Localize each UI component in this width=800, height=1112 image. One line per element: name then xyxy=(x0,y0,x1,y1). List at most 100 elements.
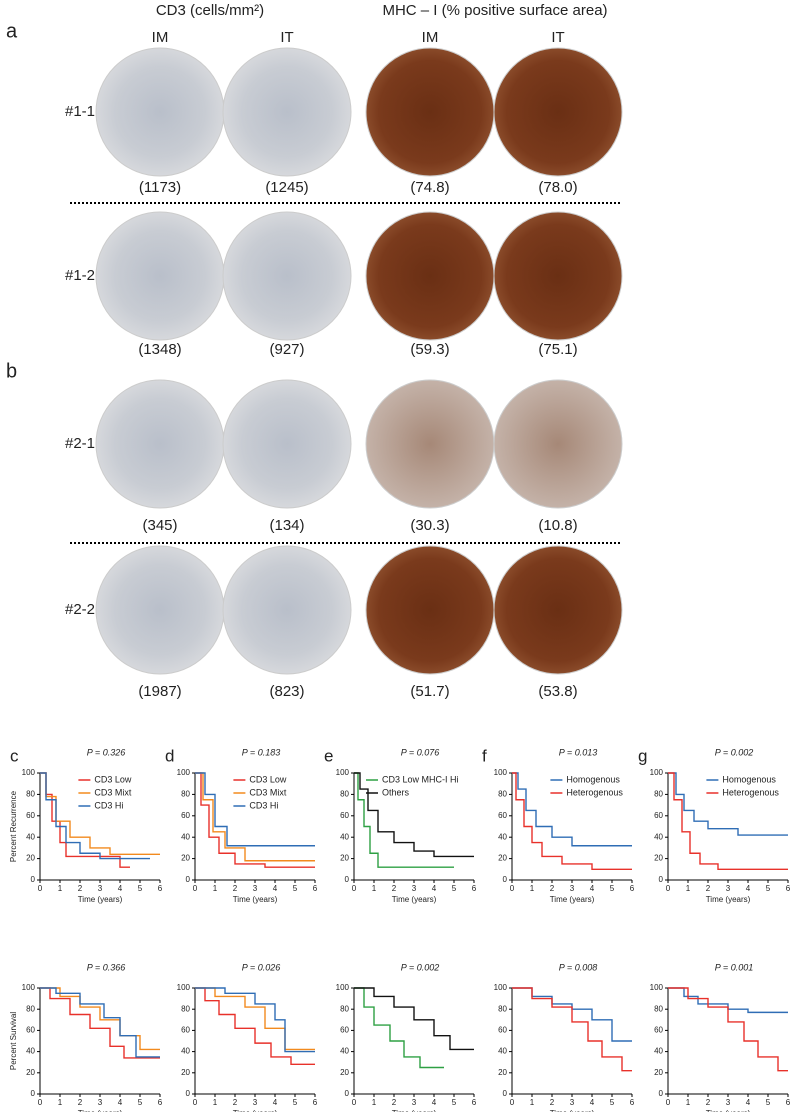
x-tick-label: 5 xyxy=(138,1098,143,1107)
x-tick-label: 6 xyxy=(313,1098,318,1107)
x-tick-label: 1 xyxy=(686,1098,691,1107)
core-value: (78.0) xyxy=(538,179,577,196)
km-curve xyxy=(40,987,160,1051)
y-axis-label: Percent Recurrence xyxy=(9,790,18,862)
y-tick-label: 20 xyxy=(340,854,349,863)
x-tick-label: 4 xyxy=(432,1098,437,1107)
legend-label: CD3 Low xyxy=(249,774,287,784)
tissue-core xyxy=(365,545,495,675)
chart-title: P = 0.008 xyxy=(559,962,597,972)
x-tick-label: 1 xyxy=(213,884,218,893)
x-tick-label: 5 xyxy=(293,1098,298,1107)
x-tick-label: 6 xyxy=(472,884,477,893)
x-tick-label: 1 xyxy=(213,1098,218,1107)
x-tick-label: 6 xyxy=(786,1098,791,1107)
y-tick-label: 40 xyxy=(498,832,507,841)
x-tick-label: 4 xyxy=(432,884,437,893)
km-curve xyxy=(40,772,150,860)
x-tick-label: 3 xyxy=(412,884,417,893)
x-tick-label: 5 xyxy=(610,1098,615,1107)
km-curve xyxy=(354,772,474,858)
row-label: #2-2 xyxy=(65,601,95,618)
legend-label: CD3 Mixt xyxy=(94,787,132,797)
x-tick-label: 1 xyxy=(686,884,691,893)
chart-title: P = 0.002 xyxy=(715,747,753,757)
km-curve xyxy=(668,987,788,1072)
y-tick-label: 20 xyxy=(498,854,507,863)
column-label: IT xyxy=(551,29,564,46)
x-tick-label: 4 xyxy=(746,1098,751,1107)
legend-label: CD3 Hi xyxy=(94,800,123,810)
x-tick-label: 6 xyxy=(313,884,318,893)
tissue-core xyxy=(493,545,623,675)
core-value: (74.8) xyxy=(410,179,449,196)
x-tick-label: 5 xyxy=(452,1098,457,1107)
core-value: (51.7) xyxy=(410,683,449,700)
y-tick-label: 80 xyxy=(340,1004,349,1013)
x-axis-label: Time (years) xyxy=(706,895,751,904)
tissue-core xyxy=(365,211,495,341)
x-tick-label: 4 xyxy=(273,884,278,893)
km-curve xyxy=(354,987,474,1051)
x-tick-label: 0 xyxy=(510,884,515,893)
chart-title: P = 0.002 xyxy=(401,962,439,972)
chart-title: P = 0.326 xyxy=(87,747,125,757)
x-tick-label: 5 xyxy=(452,884,457,893)
y-tick-label: 0 xyxy=(31,1089,36,1098)
y-tick-label: 100 xyxy=(22,983,36,992)
header-cd3: CD3 (cells/mm²) xyxy=(156,2,264,19)
y-tick-label: 40 xyxy=(498,1047,507,1056)
x-tick-label: 3 xyxy=(98,884,103,893)
x-axis-label: Time (years) xyxy=(706,1109,751,1112)
column-label: IM xyxy=(152,29,169,46)
x-axis-label: Time (years) xyxy=(550,1109,595,1112)
y-tick-label: 40 xyxy=(181,1047,190,1056)
tissue-core xyxy=(222,379,352,509)
x-axis-label: Time (years) xyxy=(233,1109,278,1112)
km-curve xyxy=(668,987,788,1014)
panel-letter: b xyxy=(6,360,17,382)
tissue-core xyxy=(95,545,225,675)
y-tick-label: 0 xyxy=(659,1089,664,1098)
x-tick-label: 4 xyxy=(590,1098,595,1107)
y-tick-label: 40 xyxy=(26,1047,35,1056)
y-tick-label: 100 xyxy=(336,768,350,777)
x-tick-label: 3 xyxy=(412,1098,417,1107)
x-tick-label: 4 xyxy=(118,1098,123,1107)
y-tick-label: 0 xyxy=(345,875,350,884)
tissue-core xyxy=(365,47,495,177)
km-curve xyxy=(354,772,454,868)
y-tick-label: 60 xyxy=(181,1026,190,1035)
km-curve xyxy=(512,772,632,847)
y-tick-label: 60 xyxy=(340,811,349,820)
legend-label: Others xyxy=(382,787,410,797)
y-tick-label: 40 xyxy=(340,1047,349,1056)
legend-label: CD3 Hi xyxy=(249,800,278,810)
x-tick-label: 2 xyxy=(706,1098,711,1107)
y-tick-label: 20 xyxy=(181,854,190,863)
x-tick-label: 1 xyxy=(530,884,535,893)
y-tick-label: 100 xyxy=(650,768,664,777)
tissue-core xyxy=(493,379,623,509)
x-axis-label: Time (years) xyxy=(233,895,278,904)
x-tick-label: 1 xyxy=(372,1098,377,1107)
y-tick-label: 100 xyxy=(494,768,508,777)
core-value: (823) xyxy=(269,683,304,700)
x-axis-label: Time (years) xyxy=(392,895,437,904)
y-tick-label: 40 xyxy=(340,832,349,841)
x-tick-label: 0 xyxy=(193,884,198,893)
km-curve xyxy=(40,987,160,1058)
core-value: (1348) xyxy=(138,341,181,358)
x-tick-label: 6 xyxy=(472,1098,477,1107)
x-tick-label: 2 xyxy=(392,1098,397,1107)
y-tick-label: 20 xyxy=(181,1068,190,1077)
x-tick-label: 2 xyxy=(78,1098,83,1107)
km-curve xyxy=(354,987,444,1069)
y-tick-label: 80 xyxy=(654,790,663,799)
km-curve xyxy=(195,987,315,1053)
y-tick-label: 80 xyxy=(26,790,35,799)
core-value: (30.3) xyxy=(410,517,449,534)
x-tick-label: 6 xyxy=(630,1098,635,1107)
x-tick-label: 6 xyxy=(158,1098,163,1107)
x-tick-label: 2 xyxy=(550,1098,555,1107)
